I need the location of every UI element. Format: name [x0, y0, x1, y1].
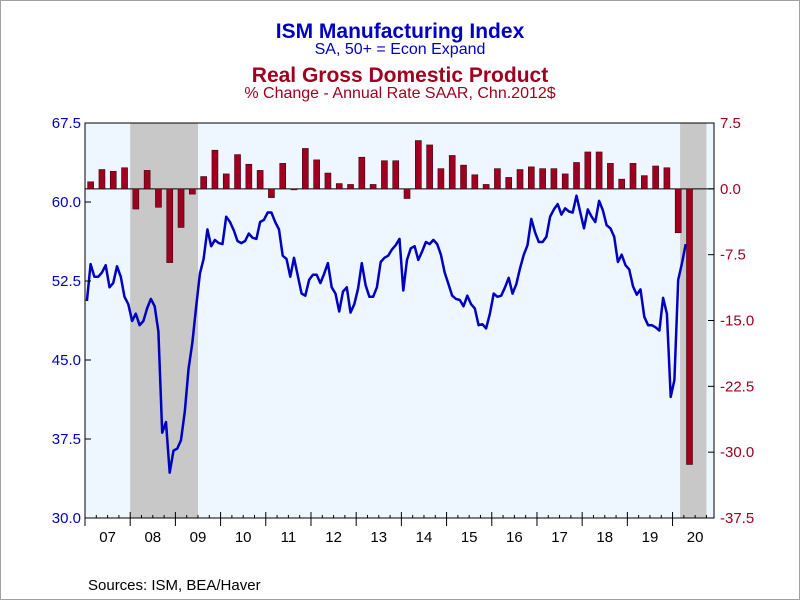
x-tick-label: 18: [596, 529, 613, 546]
left-tick-label: 37.5: [52, 431, 81, 448]
gdp-bar: [629, 163, 637, 190]
gdp-bar: [245, 163, 253, 190]
gdp-bar: [109, 170, 117, 190]
gdp-bar: [607, 163, 614, 190]
x-tick-label: 11: [281, 529, 297, 546]
gdp-bar: [641, 175, 648, 190]
gdp-bar: [482, 184, 490, 190]
left-tick-label: 67.5: [52, 115, 81, 132]
ism-line: [85, 194, 687, 474]
gdp-bar: [392, 160, 400, 190]
x-tick-label: 13: [370, 529, 387, 546]
gdp-bar: [528, 166, 535, 190]
x-tick-label: 10: [235, 529, 252, 546]
gdp-bar: [471, 174, 479, 190]
gdp-bar: [437, 168, 445, 190]
right-tick-label: 0.0: [720, 181, 741, 198]
gdp-bar: [268, 188, 275, 198]
gdp-bar: [313, 159, 320, 190]
left-tick-label: 45.0: [52, 352, 81, 369]
x-tick-label: 14: [416, 529, 433, 546]
recession-band: [680, 123, 707, 518]
gdp-bar: [369, 184, 377, 190]
gdp-bar: [324, 172, 332, 190]
gdp-bar: [87, 181, 94, 190]
right-tick-label: 7.5: [720, 115, 741, 132]
x-tick-label: 20: [687, 529, 704, 546]
recession-band: [130, 123, 198, 518]
left-tick-label: 52.5: [52, 273, 81, 290]
gdp-bar: [618, 178, 626, 190]
right-tick-label: -22.5: [720, 378, 754, 395]
gdp-bar: [448, 155, 456, 190]
gdp-bar: [222, 173, 230, 190]
gdp-bar: [505, 177, 513, 190]
gdp-bar: [595, 151, 603, 190]
gdp-bar: [494, 168, 501, 190]
gdp-bar: [550, 168, 558, 190]
x-tick-label: 16: [506, 529, 523, 546]
gdp-bar: [358, 156, 366, 190]
gdp-bar: [347, 184, 354, 190]
gdp-bar: [143, 170, 151, 190]
gdp-bar: [516, 169, 524, 190]
gdp-bar: [584, 151, 592, 190]
gdp-bar: [211, 149, 219, 190]
gdp-bar: [663, 167, 671, 190]
right-tick-label: -37.5: [720, 510, 754, 527]
x-tick-label: 19: [642, 529, 659, 546]
gdp-bar: [98, 169, 106, 190]
gdp-bar: [561, 173, 569, 190]
gdp-bar: [166, 188, 174, 263]
right-tick-label: -7.5: [720, 247, 746, 264]
x-tick-label: 12: [325, 529, 342, 546]
gdp-bar: [121, 167, 128, 190]
gdp-bar: [302, 148, 309, 190]
gdp-bar: [132, 188, 140, 210]
chart-title: ISM Manufacturing Index: [275, 20, 525, 43]
left-tick-label: 30.0: [52, 510, 81, 527]
left-tick-label: 60.0: [52, 194, 81, 211]
gdp-bar: [189, 188, 196, 195]
gdp-bar: [234, 154, 241, 190]
chart-title-2: Real Gross Domestic Product: [251, 64, 549, 87]
gdp-bar: [155, 188, 162, 208]
gdp-bar: [686, 188, 693, 465]
x-tick-label: 09: [190, 529, 207, 546]
gdp-bar: [652, 165, 659, 190]
gdp-bar: [403, 188, 411, 199]
gdp-bar: [674, 188, 682, 234]
gdp-bar: [200, 176, 207, 190]
gdp-bar: [573, 162, 580, 190]
gdp-bar: [539, 168, 546, 190]
x-tick-label: 17: [551, 529, 568, 546]
chart-subtitle-2: % Change - Annual Rate SAAR, Chn.2012$: [244, 85, 556, 102]
x-tick-label: 07: [99, 529, 116, 546]
x-tick-label: 08: [144, 529, 161, 546]
gdp-bar: [290, 188, 298, 191]
right-tick-label: -30.0: [720, 444, 754, 461]
source-note: Sources: ISM, BEA/Haver: [88, 577, 261, 594]
gdp-bar: [279, 163, 287, 190]
gdp-bar: [335, 183, 343, 190]
chart-subtitle: SA, 50+ = Econ Expand: [314, 41, 486, 58]
right-tick-label: -15.0: [720, 313, 754, 330]
gdp-bar: [177, 188, 185, 228]
gdp-bar: [381, 160, 388, 190]
x-tick-label: 15: [461, 529, 478, 546]
gdp-bar: [426, 144, 433, 190]
gdp-bar: [256, 170, 264, 190]
gdp-bar: [460, 164, 467, 190]
gdp-bar: [415, 140, 422, 190]
